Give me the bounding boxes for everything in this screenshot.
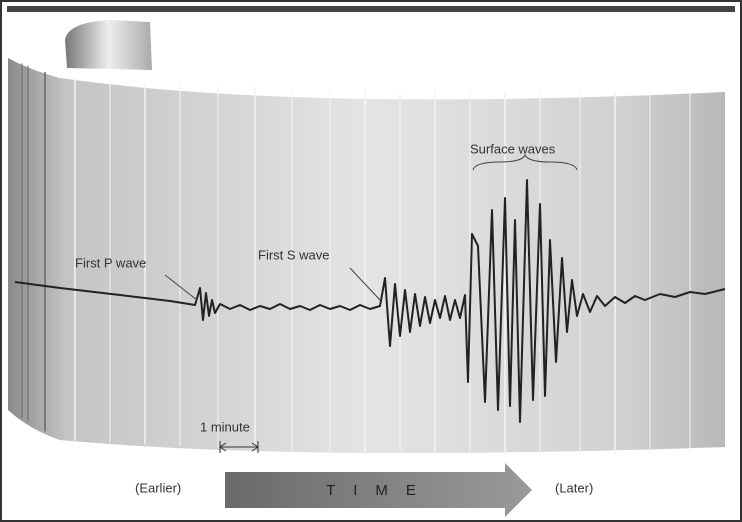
surface-waves-label: Surface waves	[470, 141, 556, 156]
time-label: TIME	[326, 482, 434, 499]
top-edge	[7, 6, 735, 12]
surface-brace	[472, 153, 578, 171]
earlier-label: (Earlier)	[135, 480, 181, 495]
time-arrow	[225, 463, 532, 517]
s-wave-pointer	[349, 267, 381, 301]
seismic-trace	[14, 179, 726, 423]
minute-label: 1 minute	[200, 419, 250, 434]
minute-scale	[219, 441, 259, 453]
p-wave-label: First P wave	[75, 255, 146, 270]
s-wave-label: First S wave	[258, 247, 330, 262]
drum-rim	[65, 20, 152, 70]
later-label: (Later)	[555, 480, 593, 495]
p-wave-pointer	[164, 274, 198, 301]
time-marks	[21, 63, 691, 455]
